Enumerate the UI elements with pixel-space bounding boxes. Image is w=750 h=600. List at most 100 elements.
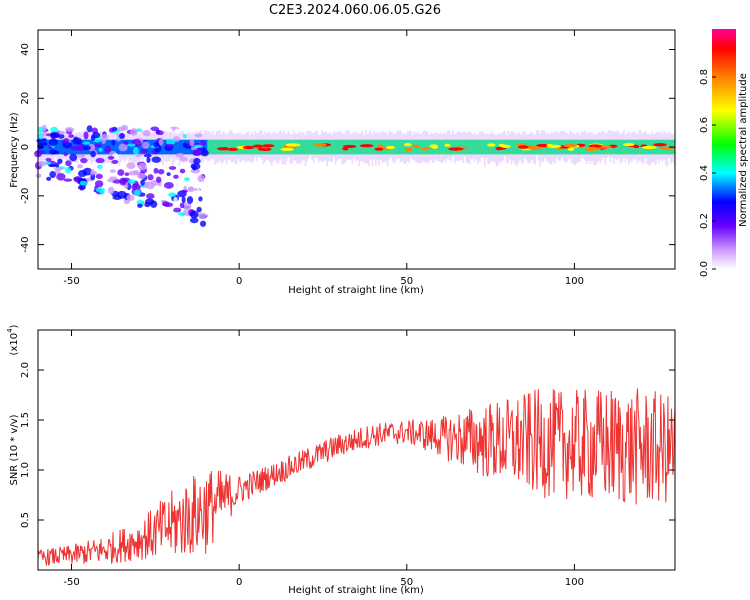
heatmap-cell xyxy=(272,139,275,155)
heatmap-cell xyxy=(487,139,490,155)
heatmap-cell xyxy=(468,139,471,155)
heatmap-cell xyxy=(178,139,181,155)
heatmap-blob xyxy=(173,207,182,213)
heatmap-hotspot xyxy=(600,145,612,149)
heatmap-cell xyxy=(214,139,217,155)
heatmap-cell xyxy=(61,139,64,155)
heatmap-cell xyxy=(208,139,212,155)
heatmap-hotspot xyxy=(359,144,374,148)
heatmap-blob xyxy=(150,126,160,132)
heatmap-cell xyxy=(473,139,477,155)
heatmap-cell xyxy=(483,139,487,155)
heatmap-cell xyxy=(448,139,451,155)
heatmap-hotspot xyxy=(567,147,575,151)
heatmap-blob xyxy=(146,156,151,164)
colorbar-label: Normalized spectral amplitude xyxy=(738,73,749,227)
heatmap-hotspot xyxy=(285,143,301,147)
snr-frame xyxy=(37,329,676,571)
heatmap-blob xyxy=(124,172,130,177)
heatmap-blob xyxy=(173,174,179,179)
heatmap-blob xyxy=(127,143,136,147)
heatmap-cell xyxy=(111,139,114,155)
heatmap-cell xyxy=(371,139,374,155)
heatmap-cell xyxy=(319,139,322,155)
heatmap-blob xyxy=(65,160,72,167)
heatmap-cell xyxy=(334,139,337,155)
heatmap-cell xyxy=(584,139,587,155)
heatmap-blob xyxy=(180,189,188,193)
heatmap-blob xyxy=(200,149,209,157)
heatmap-blob xyxy=(184,177,191,182)
heatmap-blob xyxy=(151,156,162,163)
heatmap-cell xyxy=(410,139,413,155)
heatmap-blob xyxy=(158,138,164,146)
heatmap-cell xyxy=(225,139,228,155)
heatmap-cell xyxy=(136,139,140,155)
heatmap-blob xyxy=(117,169,125,176)
heatmap-cell xyxy=(317,139,321,155)
heatmap-blob xyxy=(53,167,64,171)
heatmap-blob xyxy=(95,157,105,164)
heatmap-cell xyxy=(229,139,232,155)
heatmap-cell xyxy=(403,139,406,155)
snr-ylabel: SNR (10 * v/v) xyxy=(9,414,20,485)
heatmap-cell xyxy=(277,139,280,155)
heatmap-blob xyxy=(133,189,141,197)
heatmap-blob xyxy=(137,172,146,180)
heatmap-hotspot xyxy=(563,144,577,148)
heatmap-cell xyxy=(495,139,498,155)
heatmap-cell xyxy=(133,139,136,155)
heatmap-blob xyxy=(48,138,59,147)
x-tick-label: 50 xyxy=(400,577,413,588)
heatmap-blob xyxy=(98,147,103,152)
heatmap-cell xyxy=(441,139,445,155)
heatmap-blob xyxy=(104,145,112,153)
heatmap-cell xyxy=(356,139,359,155)
heatmap-blob xyxy=(163,182,174,189)
heatmap-cell xyxy=(296,139,299,155)
heatmap-hotspot xyxy=(588,146,597,150)
heatmap-hotspot xyxy=(653,143,667,147)
heatmap-blob xyxy=(36,138,43,143)
heatmap-cell xyxy=(234,139,237,155)
heatmap-blob xyxy=(82,145,91,151)
heatmap-blob xyxy=(65,167,72,174)
heatmap-cell xyxy=(100,139,103,155)
snr-yscale-label: (x104) xyxy=(6,324,20,355)
heatmap-blob xyxy=(127,179,136,185)
heatmap-cell xyxy=(465,139,468,155)
heatmap-hotspot xyxy=(487,143,496,147)
heatmap-blob xyxy=(182,202,192,210)
heatmap-hotspot xyxy=(222,147,229,151)
x-tick-label: 50 xyxy=(400,276,413,287)
heatmap-blob xyxy=(189,217,199,224)
heatmap-cell xyxy=(425,139,428,155)
heatmap-blob xyxy=(107,155,115,160)
heatmap-cell xyxy=(329,139,332,155)
heatmap-cell xyxy=(478,139,482,155)
heatmap-cell xyxy=(463,139,466,155)
heatmap-cell xyxy=(395,139,398,155)
snr-yscale: (x104) xyxy=(6,324,20,355)
heatmap-cell xyxy=(428,139,431,155)
heatmap-cell xyxy=(130,139,133,155)
heatmap-blob xyxy=(192,164,197,171)
heatmap-cell xyxy=(421,139,425,155)
figure-title: C2E3.2024.060.06.05.G26 xyxy=(269,3,441,18)
heatmap-cell xyxy=(359,139,363,155)
heatmap-cell xyxy=(262,139,265,155)
colorbar-ticks: 0.0 0.2 0.4 0.6 0.8 xyxy=(699,69,716,277)
heatmap-blob xyxy=(49,170,57,179)
heatmap-cell xyxy=(628,139,631,155)
heatmap-cell xyxy=(408,139,411,155)
heatmap-blob xyxy=(133,169,140,176)
heatmap-hotspot xyxy=(258,147,266,151)
heatmap-blob xyxy=(45,157,52,162)
heatmap-cell xyxy=(56,139,59,155)
heatmap-blob xyxy=(140,179,145,186)
snr-panel: -50 0 50 100 0.5 1.0 1.5 2.0 Height of straight… xyxy=(6,324,676,596)
heatmap-cell xyxy=(411,139,414,155)
heatmap-blob xyxy=(37,142,44,150)
heatmap-cell xyxy=(222,139,225,155)
